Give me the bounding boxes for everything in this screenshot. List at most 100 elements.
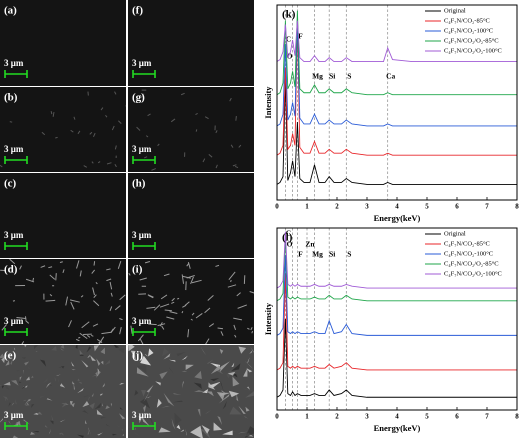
sem-feature [60,348,65,352]
sem-feature [139,338,144,344]
legend-label: C₄F₇N/CO₂-85°C [444,17,490,24]
sem-feature [128,272,131,276]
sem-feature [14,347,16,351]
sem-feature [48,428,52,435]
x-tick-label: 0 [275,203,279,211]
sem-feature [91,393,94,397]
sem-feature [191,279,202,284]
sem-feature [97,161,101,164]
sem-feature [49,420,54,425]
sem-feature [24,361,30,366]
sem-feature [39,359,47,367]
sem-feature [100,360,104,365]
sem-feature [181,274,185,284]
sem-feature [117,260,122,269]
x-tick-label: 3 [365,203,369,211]
sem-feature [71,381,75,385]
sem-background [0,87,126,172]
sem-feature [205,338,210,344]
sem-feature [116,348,124,354]
panel-label: (j) [132,350,143,362]
sem-feature [19,265,22,270]
sem-feature [147,406,154,413]
sem-feature [49,294,53,297]
sem-feature [80,295,84,298]
legend-label: C₄F₇N/CO₂/O₂-85°C [444,37,499,44]
sem-feature [245,406,250,412]
sem-feature [79,270,82,277]
sem-feature [46,383,53,387]
sem-feature [144,261,151,264]
panel-label: (f) [132,5,143,17]
sem-feature [76,260,80,269]
sem-feature [91,269,96,274]
legend-label: Original [444,230,466,237]
x-tick-label: 1 [305,203,309,211]
sem-feature [11,421,15,425]
sem-image [128,173,254,258]
sem-feature [114,91,117,95]
sem-feature [229,97,232,102]
sem-feature [242,388,254,392]
legend-label: C₄F₇N/CO₂/O₂-100°C [444,47,502,54]
sem-feature [163,393,175,407]
x-tick-label: 5 [425,413,429,421]
sem-feature [100,107,104,111]
sem-feature [161,325,165,330]
sem-feature [210,365,222,375]
sem-feature [33,412,39,415]
sem-feature [73,116,76,120]
sem-feature [238,144,242,148]
sem-feature [31,375,34,379]
sem-feature [149,356,152,368]
sem-feature [197,409,201,417]
sem-feature [236,393,239,402]
sem-feature [191,312,195,316]
sem-feature [238,346,247,354]
sem-feature [249,291,254,294]
sem-feature [249,350,253,354]
sem-feature [81,360,89,368]
sem-feature [83,165,88,168]
sem-feature [171,418,176,431]
sem-feature [204,307,211,314]
sem-feature [182,275,191,279]
sem-feature [185,428,187,436]
sem-feature [96,409,103,416]
sem-feature [87,429,89,435]
sem-image [0,173,126,258]
sem-feature [98,336,105,344]
sem-feature [50,110,53,115]
legend-label: Original [444,7,466,14]
sem-feature [140,355,152,366]
sem-feature [79,332,88,340]
sem-feature [213,422,223,431]
sem-feature [40,265,46,268]
sem-feature [172,400,184,403]
sem-feature [171,301,175,304]
sem-feature [105,424,110,427]
sem-feature [51,346,57,351]
sem-feature [165,402,171,406]
sem-feature [208,323,215,328]
sem-feature [106,268,111,271]
sem-feature [134,389,139,396]
sem-feature [128,353,134,360]
sem-feature [218,393,230,404]
legend-label: C₄F₇N/CO₂-85°C [444,240,490,247]
sem-feature [86,334,91,338]
element-label: Ca [386,72,395,81]
sem-feature [70,301,75,310]
sem-feature [51,414,54,422]
sem-feature [222,400,227,410]
sem-feature [89,131,93,135]
sem-feature [61,432,64,436]
sem-feature [84,419,87,425]
element-label: Mg [312,250,323,259]
sem-feature [91,334,94,337]
sem-feature [79,353,84,356]
sem-feature [41,131,46,136]
scale-label: 3 μm [4,410,24,420]
legend-label: C₄F₇N/CO₂/O₂-85°C [444,260,499,267]
spectrum-line [276,24,517,156]
